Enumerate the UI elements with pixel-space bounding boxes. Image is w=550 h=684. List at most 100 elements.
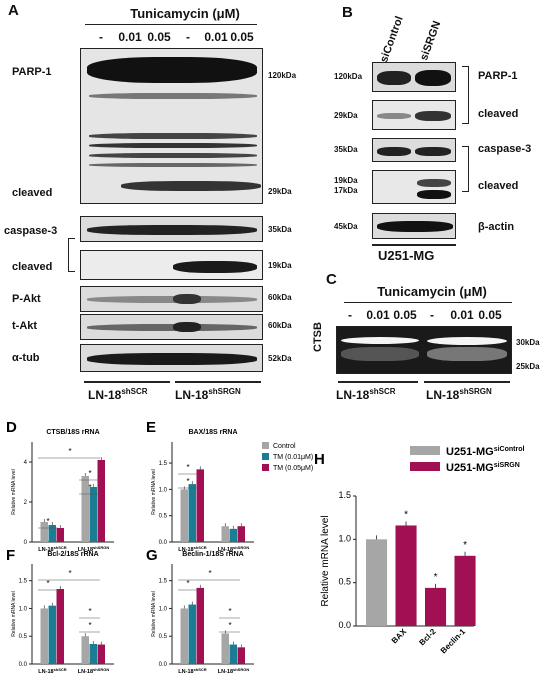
panel-c-lane-1: 0.01: [366, 308, 390, 322]
chart-g-ytick-label-0: 0.0: [159, 662, 168, 668]
chart-e-ytick-label-0: 0.0: [159, 540, 168, 546]
kda-parp-29: 29kDa: [268, 187, 292, 196]
chart-g-ytick-label-2: 1.0: [159, 606, 168, 612]
panel-c-lane-0: -: [348, 308, 352, 322]
kda-atub-52: 52kDa: [268, 354, 292, 363]
label-pakt: P-Akt: [12, 293, 41, 305]
panel-f-letter: F: [6, 547, 15, 564]
chart-f-bar-0-2: [56, 589, 64, 664]
kda-parp-120: 120kDa: [268, 71, 297, 80]
kda-b-45: 45kDa: [334, 222, 358, 231]
kda-c-25: 25kDa: [516, 362, 540, 371]
lane-sicontrol: siControl: [378, 14, 406, 65]
e-star-2: *: [186, 477, 189, 486]
f-star-3: *: [88, 607, 91, 616]
chart-e-bar-1-1: [229, 528, 237, 542]
f-star-top: *: [68, 569, 71, 578]
lane-sisrgn: siSRGN: [418, 19, 444, 63]
blot-b-casp: [372, 138, 456, 162]
chart-g-bar-1-2: [237, 647, 245, 664]
chart-h-bar-1-1: [425, 587, 447, 626]
caspase-bracket: [68, 238, 75, 272]
chart-f-title: Bcl-2/18S rRNA: [47, 551, 98, 558]
panel-c-treatment-title: Tunicamycin (μM): [377, 284, 487, 299]
chart-f-xlabel-0: LN-18shSCR: [38, 667, 67, 675]
panel-c-group1-line: [338, 381, 418, 383]
legend-h-label-0: U251-MGsiControl: [446, 446, 524, 458]
chart-h-ylabel: Relative mRNA level: [320, 515, 331, 606]
chart-f-ylabel: Relative mRNA level: [11, 591, 17, 637]
panel-a-lane-0: -: [99, 30, 103, 44]
kda-b-19: 19kDa: [334, 176, 358, 185]
legend-de-swatch-2: [262, 464, 269, 471]
panel-a-lane-1: 0.01: [118, 30, 142, 44]
chart-e-ytick-label-2: 1.0: [159, 487, 168, 493]
blot-b-parp: [372, 62, 456, 92]
chart-d-ytick-label-0: 0: [24, 540, 28, 546]
chart-g-bar-1-0: [221, 633, 229, 664]
chart-g-bar-0-0: [180, 608, 188, 664]
chart-e-ylabel: Relative mRNA level: [151, 469, 157, 515]
chart-f-ytick-label-0: 0.0: [19, 662, 28, 668]
label-b-actin: β-actin: [478, 221, 515, 233]
label-b-casp-cleaved: cleaved: [478, 180, 519, 192]
g-star-top: *: [208, 569, 211, 578]
chart-e-bar-0-0: [180, 489, 188, 542]
blot-b-casp-cleaved: [372, 170, 456, 204]
legend-de-swatch-0: [262, 442, 269, 449]
legend-de-swatch-1: [262, 453, 269, 460]
chart-g-xlabel-0: LN-18shSCR: [178, 667, 207, 675]
chart-f-bar-1-1: [89, 644, 97, 664]
panel-a-treatment-line: [85, 24, 257, 25]
f-star-4: *: [88, 621, 91, 630]
d-star-top: *: [68, 447, 71, 456]
chart-f-bar-0-0: [40, 608, 48, 664]
chart-d-bar-1-0: [81, 476, 89, 542]
panel-e-letter: E: [146, 419, 156, 436]
panel-a-group2-line: [175, 381, 261, 383]
panel-c-lane-4: 0.01: [450, 308, 474, 322]
chart-g-xlabel-1: LN-18shSRGN: [218, 667, 250, 675]
chart-d-ylabel: Relative mRNA level: [11, 469, 17, 515]
chart-e-ytick-label-1: 0.5: [159, 514, 168, 520]
chart-d-bar-0-1: [48, 525, 56, 542]
panel-c-treatment-line: [344, 302, 512, 303]
blot-ctsb: [336, 326, 512, 374]
chart-e-bar-1-0: [221, 526, 229, 542]
label-cleaved-parp: cleaved: [12, 187, 53, 199]
chart-d-bar-0-0: [40, 522, 48, 542]
blot-b-parp-cleaved: [372, 100, 456, 130]
panel-a-letter: A: [8, 2, 19, 19]
chart-f-ytick-label-1: 0.5: [19, 634, 28, 640]
chart-d-bar-0-2: [56, 528, 64, 542]
charts-svg: D CTSB/18S rRNA 0 2 4 Relative mRNA level LN-1…: [6, 419, 524, 675]
chart-e-bar-0-1: [188, 484, 196, 542]
panel-d-letter: D: [6, 419, 17, 436]
kda-b-120: 120kDa: [334, 72, 363, 81]
chart-h-xlabel-1: Bcl-2: [417, 627, 438, 648]
chart-f-xlabel-1: LN-18shSRGN: [78, 667, 110, 675]
legend-h-swatch-0: [410, 446, 440, 455]
chart-g-ylabel: Relative mRNA level: [151, 591, 157, 637]
chart-h-bar-0-0: [366, 539, 388, 626]
chart-h-ytick-label-0: 0.0: [338, 620, 351, 630]
blot-b-actin: [372, 213, 456, 239]
panel-a-treatment-title: Tunicamycin (μM): [130, 6, 240, 21]
blot-parp1: [80, 48, 263, 204]
legend-de-label-1: TM (0.01μM): [273, 454, 313, 461]
label-cleaved-caspase: cleaved: [12, 261, 53, 273]
d-star-low: *: [46, 517, 49, 526]
chart-h-ytick-label-1: 0.5: [338, 577, 351, 587]
panel-a-lane-3: -: [186, 30, 190, 44]
chart-h-ytick-label-2: 1.0: [338, 533, 351, 543]
blot-cleaved-caspase3: [80, 250, 263, 280]
chart-d-xlabel-0: LN-18shSCR: [38, 545, 67, 553]
chart-e-bar-1-2: [237, 526, 245, 542]
chart-f-bar-0-1: [48, 605, 56, 664]
panel-c-group1-label: LN-18shSCR: [336, 387, 396, 402]
chart-h-star-2: *: [463, 540, 467, 551]
chart-d-bar-1-2: [97, 460, 105, 542]
chart-h-star-0: *: [404, 509, 408, 520]
g-star-2: *: [186, 579, 189, 588]
label-caspase3: caspase-3: [4, 225, 58, 237]
